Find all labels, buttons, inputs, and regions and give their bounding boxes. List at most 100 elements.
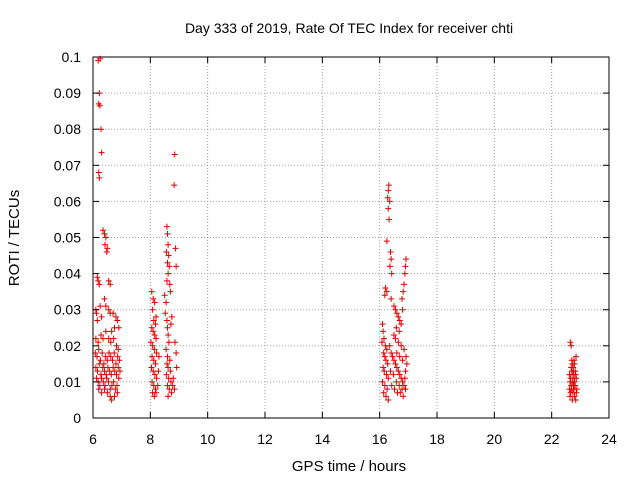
data-point [382,357,389,364]
data-point [150,368,157,375]
data-point [392,335,399,342]
data-point [98,389,105,396]
data-point [94,353,101,360]
data-point [153,350,160,357]
y-axis-label: ROTI / TECUs [6,190,23,286]
data-point [97,357,104,364]
data-point [151,299,158,306]
data-point [571,378,578,385]
data-point [383,346,390,353]
data-point [399,306,406,313]
data-point [151,346,158,353]
x-tick-label: 12 [257,431,273,447]
data-point [396,328,403,335]
data-point [385,396,392,403]
data-point [112,386,119,393]
data-point [388,270,395,277]
data-point [112,313,119,320]
data-point [400,288,407,295]
data-point [150,295,157,302]
data-point [92,364,99,371]
data-point [398,321,405,328]
data-point [403,353,410,360]
data-point [100,335,107,342]
data-point [100,227,107,234]
data-point [397,389,404,396]
data-point [383,238,390,245]
data-point [402,368,409,375]
data-point [104,364,111,371]
data-point [102,241,109,248]
data-point [382,393,389,400]
data-point [173,364,180,371]
data-point [98,313,105,320]
data-point [116,368,123,375]
data-point [571,357,578,364]
data-point [171,339,178,346]
data-point [166,357,173,364]
data-point [384,360,391,367]
y-tick-label: 0.05 [54,230,81,246]
data-point [95,386,102,393]
data-point [395,368,402,375]
y-tick-label: 0.09 [54,85,81,101]
data-point [386,216,393,223]
data-point [105,277,112,284]
data-point [388,382,395,389]
data-point [114,389,121,396]
y-tick-label: 0.08 [54,121,81,137]
data-point [392,306,399,313]
data-point [115,346,122,353]
data-point [386,342,393,349]
data-point [572,382,579,389]
data-point [166,281,173,288]
data-point [108,328,115,335]
data-point [107,339,114,346]
data-points [92,55,580,403]
data-point [399,357,406,364]
data-point [173,263,180,270]
data-point [98,126,105,133]
data-point [170,375,177,382]
data-point [399,295,406,302]
data-point [384,194,391,201]
data-point [165,339,172,346]
data-point [155,368,162,375]
data-point [148,364,155,371]
data-point [103,371,110,378]
data-point [167,368,174,375]
data-point [148,288,155,295]
data-point [102,353,109,360]
data-point [395,339,402,346]
data-point [163,223,170,230]
y-tick-label: 0.1 [62,49,82,65]
data-point [168,389,175,396]
data-point [171,182,178,189]
data-point [381,292,388,299]
data-point [395,313,402,320]
y-tick-label: 0.06 [54,193,81,209]
data-point [96,102,103,109]
data-point [573,375,580,382]
data-point [164,230,171,237]
data-point [151,331,158,338]
data-point [103,248,110,255]
data-point [92,335,99,342]
data-point [114,317,121,324]
data-point [115,324,122,331]
data-point [380,350,387,357]
x-tick-label: 10 [200,431,216,447]
data-point [153,313,160,320]
data-point [380,364,387,371]
data-point [165,331,172,338]
data-point [153,389,160,396]
data-point [109,357,116,364]
y-tick-label: 0 [73,410,81,426]
data-point [148,324,155,331]
x-tick-label: 8 [146,431,154,447]
data-point [393,378,400,385]
data-point [568,342,575,349]
data-point [571,360,578,367]
data-point [572,371,579,378]
